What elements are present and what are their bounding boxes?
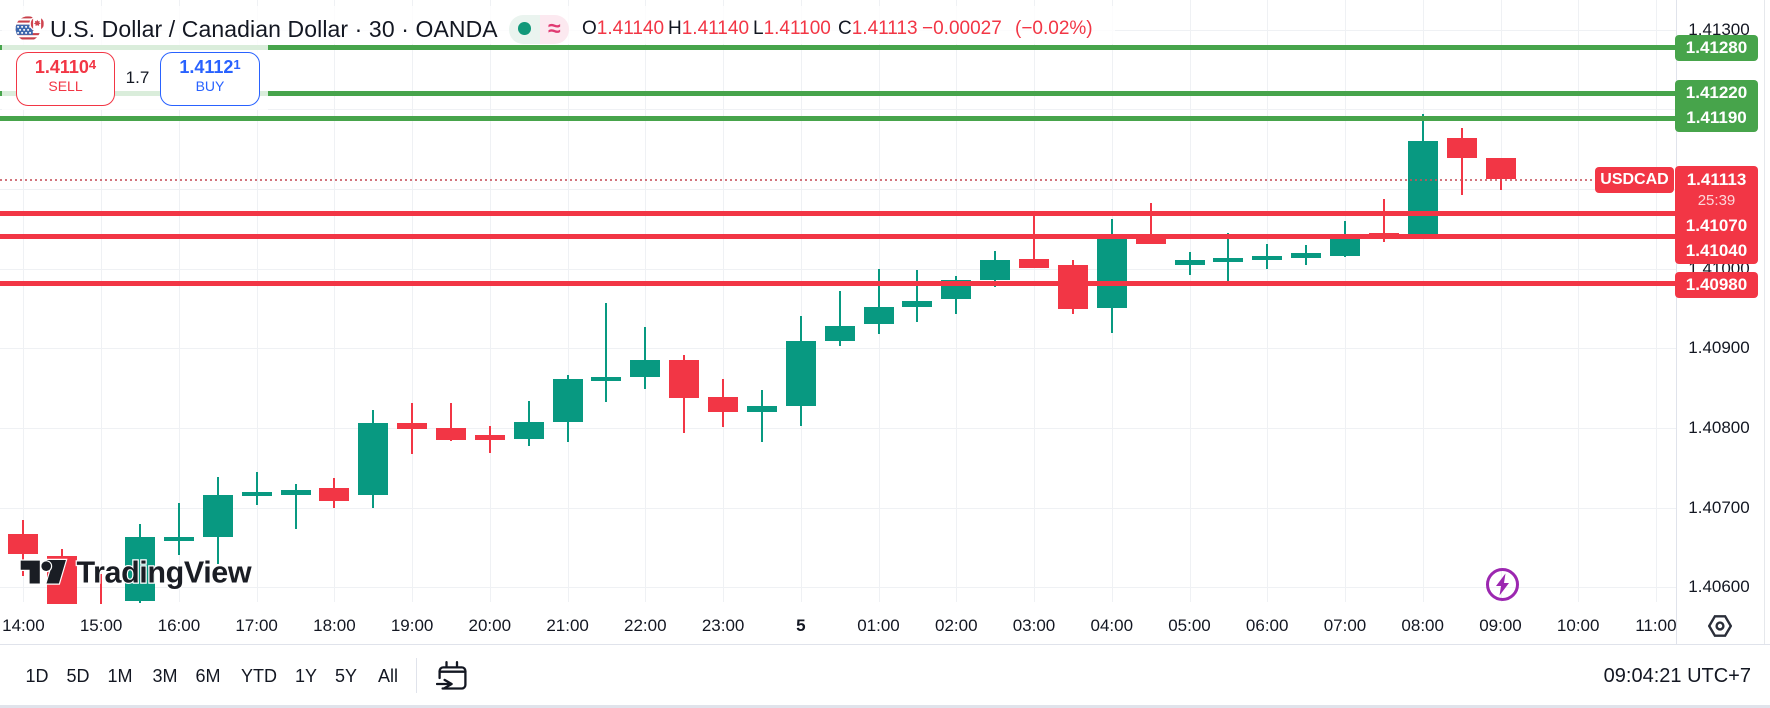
svg-text:TradingView: TradingView xyxy=(77,558,252,590)
